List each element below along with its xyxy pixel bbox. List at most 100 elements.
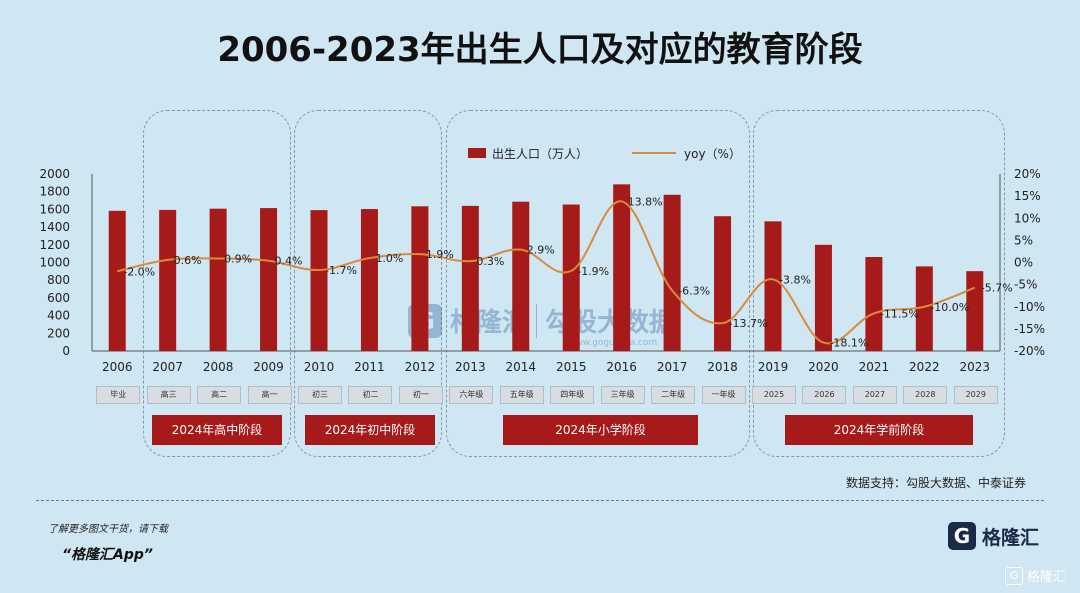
x-tick-label: 2018 xyxy=(707,360,738,374)
y-left-tick-label: 800 xyxy=(47,273,70,287)
x-tick-label: 2022 xyxy=(909,360,940,374)
x-tick-label: 2021 xyxy=(859,360,890,374)
x-tick-label: 2009 xyxy=(253,360,284,374)
stage-label: 高二 xyxy=(197,386,242,404)
yoy-line xyxy=(116,200,976,345)
y-left-tick-label: 600 xyxy=(47,291,70,305)
group-box-high-school xyxy=(143,110,291,457)
corner-watermark: G 格隆汇 xyxy=(1004,566,1066,585)
x-tick-label: 2013 xyxy=(455,360,486,374)
y-right-tick-label: 15% xyxy=(1014,189,1041,203)
stage-label: 2028 xyxy=(903,386,948,404)
yoy-data-label: -2.0% xyxy=(123,265,155,278)
yoy-data-label: -3.8% xyxy=(779,273,811,286)
yoy-data-label: 0.6% xyxy=(174,254,202,267)
y-left-tick-label: 2000 xyxy=(39,167,70,181)
x-tick-label: 2008 xyxy=(203,360,234,374)
bar xyxy=(865,257,883,351)
y-left-tick-label: 1800 xyxy=(39,185,70,199)
yoy-data-label: 0.4% xyxy=(275,255,303,268)
y-right-tick-label: 10% xyxy=(1014,211,1041,225)
yoy-data-label: 1.0% xyxy=(375,252,403,265)
watermark-name: 格隆汇 xyxy=(1026,570,1066,585)
stage-label: 初一 xyxy=(398,386,443,404)
x-tick-label: 2019 xyxy=(758,360,789,374)
group-box-middle-school xyxy=(294,110,442,457)
data-source: 数据支持：勾股大数据、中泰证券 xyxy=(845,476,1026,490)
x-tick-label: 2016 xyxy=(606,360,637,374)
stage-label: 2025 xyxy=(752,386,796,404)
stage-label: 初二 xyxy=(348,386,393,404)
x-tick-label: 2007 xyxy=(152,360,183,374)
x-tick-label: 2012 xyxy=(405,360,436,374)
yoy-data-label: -5.7% xyxy=(981,282,1013,295)
x-tick-label: 2015 xyxy=(556,360,587,374)
x-tick-label: 2011 xyxy=(354,360,385,374)
bar xyxy=(108,210,126,351)
brand-logo: G 格隆汇 xyxy=(948,522,1039,550)
bar xyxy=(360,209,378,351)
stage-label: 2026 xyxy=(802,386,847,404)
promo-line-2: “格隆汇App” xyxy=(62,547,153,563)
phase-label: 2024年小学阶段 xyxy=(503,415,698,445)
watermark-mark-icon: G xyxy=(1004,566,1023,585)
group-box-preschool xyxy=(753,110,1005,457)
brand-logo-icon: G xyxy=(948,522,976,550)
yoy-data-label: -1.7% xyxy=(325,264,357,277)
x-tick-label: 2023 xyxy=(960,360,991,374)
y-right-tick-label: -20% xyxy=(1014,344,1045,358)
bar xyxy=(461,205,479,351)
x-tick-label: 2010 xyxy=(304,360,335,374)
watermark-url: www.gogudata.com xyxy=(568,338,658,348)
bar xyxy=(411,206,429,351)
stage-label: 2027 xyxy=(852,386,897,404)
bar xyxy=(663,194,681,351)
y-right-tick-label: 0% xyxy=(1014,256,1033,270)
group-box-primary-school xyxy=(446,110,750,457)
yoy-data-label: 0.9% xyxy=(224,253,252,266)
bar xyxy=(814,244,832,351)
bar xyxy=(512,201,530,351)
bar xyxy=(260,208,278,351)
bar xyxy=(915,266,933,351)
yoy-data-label: 1.9% xyxy=(426,248,454,261)
y-right-tick-label: 20% xyxy=(1014,167,1041,181)
x-tick-label: 2014 xyxy=(506,360,537,374)
yoy-data-label: -1.9% xyxy=(577,265,609,278)
y-left-tick-label: 0 xyxy=(62,344,70,358)
yoy-data-label: 0.3% xyxy=(476,255,504,268)
legend-line-label: yoy（%） xyxy=(684,147,741,161)
stage-label: 高一 xyxy=(247,386,292,404)
y-right-tick-label: -5% xyxy=(1014,278,1037,292)
x-tick-label: 2006 xyxy=(102,360,133,374)
stage-label: 一年级 xyxy=(701,386,746,404)
x-tick-label: 2017 xyxy=(657,360,688,374)
stage-label: 三年级 xyxy=(600,386,645,404)
y-right-tick-label: -15% xyxy=(1014,322,1045,336)
y-left-tick-label: 200 xyxy=(47,326,70,340)
yoy-data-label: 13.8% xyxy=(628,195,663,208)
chart-title: 2006-2023年出生人口及对应的教育阶段 xyxy=(217,30,863,70)
x-tick-label: 2020 xyxy=(808,360,839,374)
y-left-tick-label: 400 xyxy=(47,309,70,323)
bar xyxy=(613,184,631,351)
stage-label: 初三 xyxy=(298,386,342,404)
bar xyxy=(209,208,227,351)
yoy-data-label: -13.7% xyxy=(729,317,768,330)
divider xyxy=(36,500,1044,501)
y-left-tick-label: 1200 xyxy=(39,238,70,252)
legend-bar-swatch xyxy=(468,148,486,158)
y-left-tick-label: 1600 xyxy=(39,202,70,216)
watermark-separator xyxy=(536,303,538,338)
stage-label: 高三 xyxy=(146,386,191,404)
stage-label: 四年级 xyxy=(550,386,595,404)
legend-bar-label: 出生人口（万人） xyxy=(492,147,588,161)
stage-label: 六年级 xyxy=(449,386,494,404)
stage-label: 五年级 xyxy=(499,386,544,404)
stage-label: 毕业 xyxy=(96,386,141,404)
bar xyxy=(562,204,580,351)
stage-label: 2029 xyxy=(953,386,998,404)
phase-label: 2024年高中阶段 xyxy=(152,415,282,445)
yoy-data-label: -11.5% xyxy=(880,307,919,320)
